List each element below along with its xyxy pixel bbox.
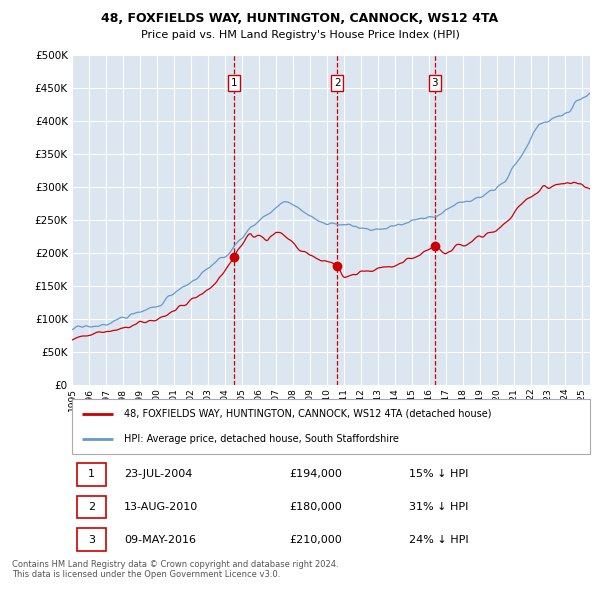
Text: £180,000: £180,000 <box>290 502 343 512</box>
Text: Contains HM Land Registry data © Crown copyright and database right 2024.
This d: Contains HM Land Registry data © Crown c… <box>12 559 338 579</box>
Text: 15% ↓ HPI: 15% ↓ HPI <box>409 470 468 479</box>
Text: £210,000: £210,000 <box>290 535 343 545</box>
Text: HPI: Average price, detached house, South Staffordshire: HPI: Average price, detached house, Sout… <box>124 434 398 444</box>
Text: 2: 2 <box>88 502 95 512</box>
Text: 48, FOXFIELDS WAY, HUNTINGTON, CANNOCK, WS12 4TA: 48, FOXFIELDS WAY, HUNTINGTON, CANNOCK, … <box>101 12 499 25</box>
Text: 3: 3 <box>88 535 95 545</box>
Text: 3: 3 <box>431 78 438 88</box>
Text: 2: 2 <box>334 78 341 88</box>
Text: 1: 1 <box>88 470 95 479</box>
Text: 24% ↓ HPI: 24% ↓ HPI <box>409 535 469 545</box>
Text: 1: 1 <box>231 78 238 88</box>
FancyBboxPatch shape <box>77 529 106 551</box>
Text: 09-MAY-2016: 09-MAY-2016 <box>124 535 196 545</box>
Text: Price paid vs. HM Land Registry's House Price Index (HPI): Price paid vs. HM Land Registry's House … <box>140 30 460 40</box>
Text: 23-JUL-2004: 23-JUL-2004 <box>124 470 192 479</box>
FancyBboxPatch shape <box>77 496 106 518</box>
Text: 13-AUG-2010: 13-AUG-2010 <box>124 502 198 512</box>
Text: 48, FOXFIELDS WAY, HUNTINGTON, CANNOCK, WS12 4TA (detached house): 48, FOXFIELDS WAY, HUNTINGTON, CANNOCK, … <box>124 409 491 419</box>
Text: £194,000: £194,000 <box>290 470 343 479</box>
FancyBboxPatch shape <box>77 463 106 486</box>
FancyBboxPatch shape <box>72 399 590 454</box>
Text: 31% ↓ HPI: 31% ↓ HPI <box>409 502 468 512</box>
